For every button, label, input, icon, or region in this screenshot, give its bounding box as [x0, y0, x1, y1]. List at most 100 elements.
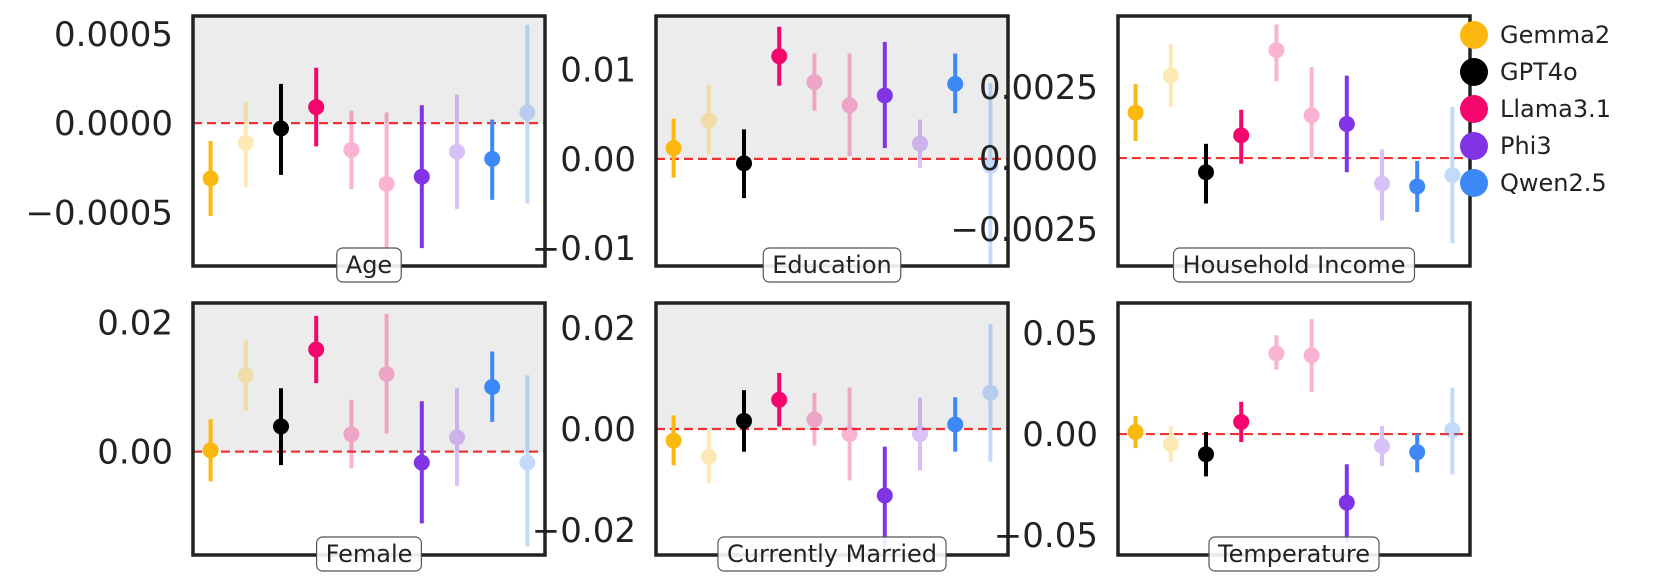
point-estimate — [736, 412, 752, 429]
error-bar-point — [771, 373, 788, 427]
error-bar-point — [273, 83, 289, 175]
y-tick-label: 0.01 — [560, 51, 636, 91]
y-tick-label: −0.0025 — [951, 210, 1098, 250]
error-bar-point — [449, 388, 465, 486]
shaded-region — [193, 16, 545, 124]
point-estimate — [1409, 444, 1426, 461]
error-bar-point — [1233, 401, 1250, 443]
subplot-panel: 0.01 0.00 −0.01 Education — [532, 14, 1010, 283]
legend-marker — [1460, 168, 1488, 197]
error-bar-point — [1409, 160, 1426, 213]
point-estimate — [665, 432, 682, 449]
error-bar-point — [1198, 143, 1214, 204]
error-bar-point — [1233, 109, 1250, 164]
point-estimate — [413, 454, 430, 471]
panel-title-text: Female — [326, 540, 413, 568]
error-bar-point — [378, 313, 395, 434]
point-estimate — [806, 74, 823, 91]
plot-background — [1118, 16, 1470, 266]
point-estimate — [237, 367, 254, 384]
legend-label: Phi3 — [1500, 131, 1552, 160]
error-bar-point — [912, 397, 928, 471]
legend: Gemma2 GPT4o Llama3.1 Phi3 Qwen2.5 — [1460, 16, 1660, 201]
panel-title-text: Education — [772, 251, 891, 279]
point-estimate — [378, 175, 395, 192]
y-tick-label: 0.00 — [97, 433, 173, 473]
point-estimate — [519, 454, 536, 471]
error-bar-point — [343, 399, 360, 469]
error-bar-point — [484, 351, 501, 422]
subplot-panel: 0.05 0.00 −0.05 Temperature — [994, 301, 1472, 572]
shaded-region — [656, 303, 1008, 429]
legend-label: Gemma2 — [1500, 20, 1611, 49]
y-tick-label: −0.0005 — [26, 193, 173, 233]
error-bar-point — [1338, 464, 1355, 543]
shaded-region — [193, 303, 545, 452]
error-bar-point — [449, 94, 465, 209]
point-estimate — [982, 384, 999, 401]
legend-marker — [1460, 57, 1488, 86]
point-estimate — [876, 87, 893, 104]
error-bar-point — [771, 26, 788, 86]
y-tick-label: 0.0000 — [54, 104, 173, 144]
point-estimate — [665, 140, 682, 157]
point-estimate — [1338, 115, 1355, 132]
error-bar-point — [912, 119, 928, 168]
legend-marker — [1460, 94, 1488, 123]
legend-marker — [1460, 131, 1488, 160]
y-tick-label: 0.00 — [1022, 415, 1098, 455]
error-bar-point — [700, 84, 717, 155]
point-estimate — [736, 155, 752, 172]
point-estimate — [1303, 347, 1320, 364]
point-estimate — [982, 158, 999, 174]
error-bar-point — [484, 119, 501, 200]
point-estimate — [1198, 446, 1214, 463]
error-bar-point — [378, 112, 395, 258]
error-bar-point — [202, 141, 219, 216]
error-bar-point — [308, 67, 325, 147]
panel-title-text: Currently Married — [727, 540, 937, 568]
legend-marker — [1460, 20, 1488, 49]
point-estimate — [1303, 107, 1320, 124]
error-bar-point — [1303, 67, 1320, 159]
point-estimate — [413, 168, 430, 185]
title-box — [316, 536, 422, 572]
y-tick-label: 0.05 — [1022, 314, 1098, 354]
legend-label: Qwen2.5 — [1500, 168, 1607, 197]
y-tick-label: 0.0025 — [979, 68, 1098, 108]
error-bar-point — [1268, 24, 1285, 82]
error-bar-point — [665, 118, 682, 178]
point-estimate — [700, 448, 717, 465]
title-box — [336, 247, 402, 283]
point-estimate — [1268, 42, 1285, 59]
error-bar-point — [1409, 434, 1426, 473]
point-estimate — [202, 442, 219, 459]
point-estimate — [1162, 67, 1179, 84]
subplot-panel: 0.02 0.00 Female — [97, 301, 547, 572]
point-estimate — [947, 75, 964, 92]
legend-item: GPT4o — [1460, 53, 1660, 90]
error-bar-point — [1444, 106, 1461, 244]
point-estimate — [1374, 175, 1390, 192]
point-estimate — [1233, 127, 1250, 144]
y-tick-label: 0.0000 — [979, 139, 1098, 179]
point-estimate — [841, 426, 858, 443]
point-estimate — [202, 170, 219, 187]
error-bar-point — [947, 397, 964, 452]
subplot-panel: 0.0025 0.0000 −0.0025 Household Income — [951, 14, 1472, 283]
title-box — [717, 536, 947, 572]
y-tick-label: 0.02 — [97, 303, 173, 343]
point-estimate — [273, 120, 289, 137]
error-bar-point — [1127, 415, 1144, 449]
error-bar-point — [1374, 425, 1390, 467]
error-bar-point — [1162, 425, 1179, 463]
point-estimate — [1233, 413, 1250, 430]
point-estimate — [484, 150, 501, 167]
error-bar-point — [736, 390, 752, 452]
error-bar-point — [413, 105, 430, 249]
panel-title: Temperature — [1208, 536, 1380, 572]
y-tick-label: 0.02 — [560, 309, 636, 349]
panel-title: Currently Married — [717, 536, 947, 572]
error-bar-point — [413, 401, 430, 524]
title-box — [1208, 536, 1380, 572]
